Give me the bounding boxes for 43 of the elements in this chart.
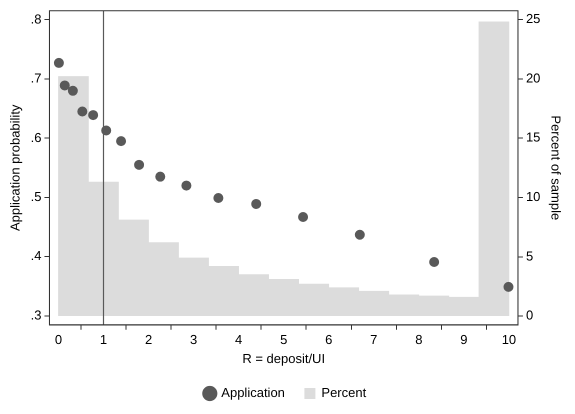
point <box>503 282 514 292</box>
y2-tick-label: 20 <box>526 70 540 86</box>
x-tick-label: 2 <box>144 332 152 348</box>
point <box>429 257 440 267</box>
x-tick-label: 9 <box>460 332 468 348</box>
point <box>181 180 192 191</box>
y2-tick-label: 10 <box>526 189 540 204</box>
x-tick-label: 6 <box>325 332 332 348</box>
point <box>88 110 98 120</box>
x-tick-label: 8 <box>415 332 422 348</box>
point <box>155 172 166 182</box>
x-axis-title: R = deposit/UI <box>242 350 326 366</box>
y2-tick-label: 25 <box>526 11 540 26</box>
y2-tick-label: 0 <box>526 308 534 323</box>
y-tick-label: .7 <box>30 70 42 86</box>
point <box>116 136 126 146</box>
y-tick-label: .8 <box>30 11 42 26</box>
point <box>213 193 224 204</box>
point <box>298 212 308 222</box>
y-tick-label: .3 <box>30 307 42 322</box>
x-tick-label: 0 <box>54 332 62 348</box>
point <box>68 86 78 96</box>
y-tick-label: .4 <box>30 248 42 264</box>
point <box>134 160 144 170</box>
y2-tick-label: 5 <box>526 248 534 264</box>
x-tick-label: 5 <box>280 332 288 348</box>
y-tick-label: .6 <box>30 130 42 145</box>
y-axis-title: Application probability <box>7 104 22 232</box>
y2-tick-label: 15 <box>526 130 540 145</box>
point <box>77 106 88 117</box>
legend-label: Application <box>221 385 285 400</box>
x-tick-label: 3 <box>190 332 198 348</box>
point <box>54 58 64 68</box>
y2-axis-title: Percent of sample <box>548 115 564 220</box>
x-tick-label: 7 <box>370 332 378 348</box>
x-tick-label: 10 <box>502 332 516 348</box>
point <box>354 230 365 240</box>
point <box>60 80 70 90</box>
legend-label: Percent <box>321 385 367 400</box>
point <box>251 198 262 209</box>
y-tick-label: .5 <box>30 189 42 204</box>
x-tick-label: 1 <box>100 332 108 348</box>
x-tick-label: 4 <box>235 332 242 348</box>
